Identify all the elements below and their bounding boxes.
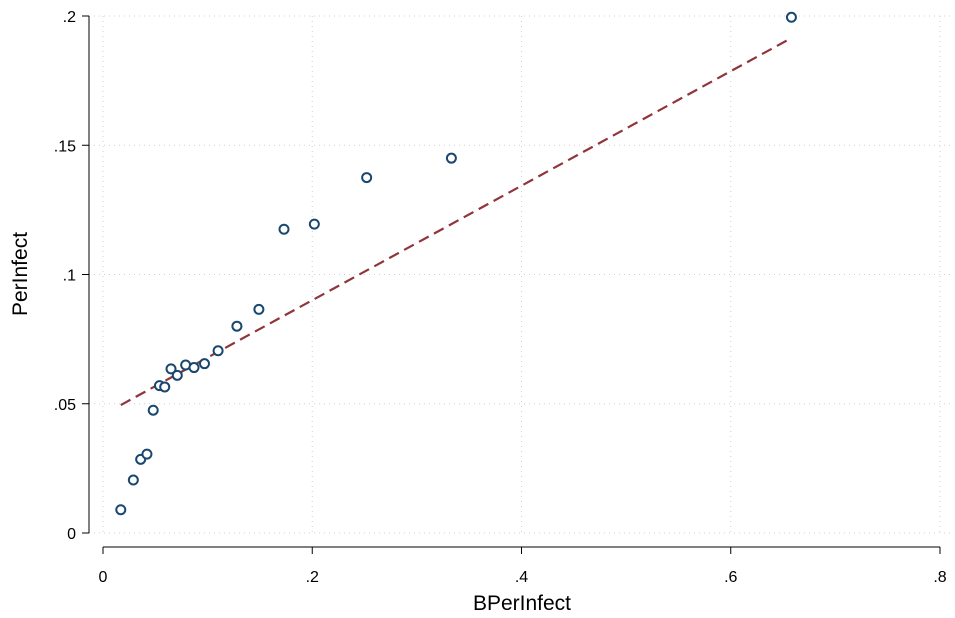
data-point [198,358,210,370]
y-axis-title: PerInfect [9,232,32,316]
tick-labels: 0 .2 .4 .6 .8 0 .05 .1 .15 .2 [54,9,947,586]
data-point [361,172,373,184]
fit-line [120,37,792,407]
axes [88,16,940,548]
y-tick-label: .1 [63,268,76,285]
y-tick-label: .05 [54,397,76,414]
data-point [785,11,797,23]
data-point [127,474,139,486]
data-point [445,152,457,164]
y-tick-label: .2 [63,9,76,26]
tick-marks [82,15,941,554]
data-point [231,320,243,332]
data-point [188,362,200,374]
data-point [115,504,127,516]
data-point [159,381,171,393]
data-point [141,448,153,460]
y-tick-label: 0 [67,526,76,543]
x-tick-label: .8 [933,569,946,586]
data-point [212,345,224,357]
data-point [147,404,159,416]
series [115,11,797,516]
grid-lines [89,15,954,534]
x-axis-title: BPerInfect [473,592,571,615]
x-tick-label: .6 [724,569,737,586]
y-tick-label: .15 [54,138,76,155]
data-point [171,369,183,381]
data-point [165,363,177,375]
data-point [308,218,320,230]
data-point [278,223,290,235]
x-tick-label: .2 [306,569,319,586]
x-tick-label: .4 [515,569,528,586]
data-point [253,303,265,315]
x-tick-label: 0 [99,569,108,586]
